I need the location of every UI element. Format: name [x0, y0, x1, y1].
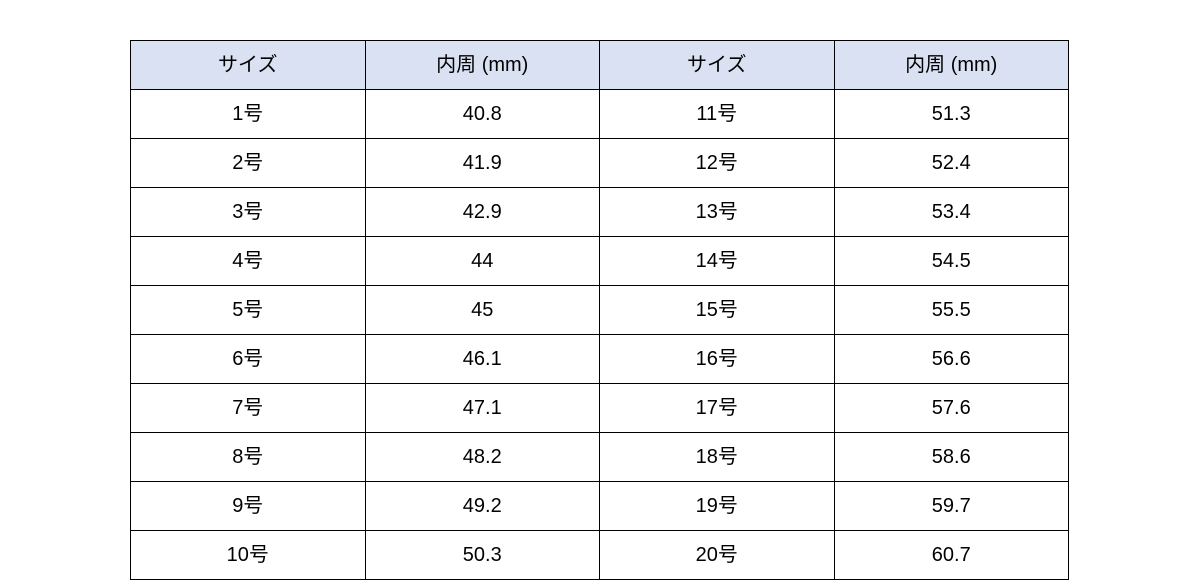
cell: 10号: [131, 531, 366, 580]
table-container: サイズ 内周 (mm) サイズ 内周 (mm) 1号 40.8 11号 51.3…: [0, 0, 1199, 580]
cell: 42.9: [365, 188, 600, 237]
cell: 54.5: [834, 237, 1069, 286]
table-row: 5号 45 15号 55.5: [131, 286, 1069, 335]
cell: 6号: [131, 335, 366, 384]
cell: 16号: [600, 335, 835, 384]
cell: 50.3: [365, 531, 600, 580]
cell: 4号: [131, 237, 366, 286]
cell: 7号: [131, 384, 366, 433]
cell: 9号: [131, 482, 366, 531]
cell: 59.7: [834, 482, 1069, 531]
cell: 13号: [600, 188, 835, 237]
table-row: 8号 48.2 18号 58.6: [131, 433, 1069, 482]
col-header-size-2: サイズ: [600, 41, 835, 90]
cell: 60.7: [834, 531, 1069, 580]
cell: 46.1: [365, 335, 600, 384]
table-row: 7号 47.1 17号 57.6: [131, 384, 1069, 433]
cell: 51.3: [834, 90, 1069, 139]
cell: 58.6: [834, 433, 1069, 482]
table-row: 2号 41.9 12号 52.4: [131, 139, 1069, 188]
cell: 8号: [131, 433, 366, 482]
col-header-inner-2: 内周 (mm): [834, 41, 1069, 90]
cell: 1号: [131, 90, 366, 139]
cell: 53.4: [834, 188, 1069, 237]
cell: 56.6: [834, 335, 1069, 384]
table-row: 1号 40.8 11号 51.3: [131, 90, 1069, 139]
cell: 2号: [131, 139, 366, 188]
cell: 14号: [600, 237, 835, 286]
cell: 5号: [131, 286, 366, 335]
cell: 3号: [131, 188, 366, 237]
table-row: 10号 50.3 20号 60.7: [131, 531, 1069, 580]
cell: 44: [365, 237, 600, 286]
table-row: 4号 44 14号 54.5: [131, 237, 1069, 286]
cell: 49.2: [365, 482, 600, 531]
cell: 20号: [600, 531, 835, 580]
cell: 11号: [600, 90, 835, 139]
table-row: 6号 46.1 16号 56.6: [131, 335, 1069, 384]
col-header-inner-1: 内周 (mm): [365, 41, 600, 90]
cell: 47.1: [365, 384, 600, 433]
cell: 18号: [600, 433, 835, 482]
cell: 12号: [600, 139, 835, 188]
cell: 17号: [600, 384, 835, 433]
table-header-row: サイズ 内周 (mm) サイズ 内周 (mm): [131, 41, 1069, 90]
cell: 48.2: [365, 433, 600, 482]
cell: 55.5: [834, 286, 1069, 335]
table-row: 3号 42.9 13号 53.4: [131, 188, 1069, 237]
size-table: サイズ 内周 (mm) サイズ 内周 (mm) 1号 40.8 11号 51.3…: [130, 40, 1069, 580]
cell: 41.9: [365, 139, 600, 188]
cell: 40.8: [365, 90, 600, 139]
cell: 57.6: [834, 384, 1069, 433]
col-header-size-1: サイズ: [131, 41, 366, 90]
table-row: 9号 49.2 19号 59.7: [131, 482, 1069, 531]
cell: 19号: [600, 482, 835, 531]
cell: 52.4: [834, 139, 1069, 188]
cell: 15号: [600, 286, 835, 335]
cell: 45: [365, 286, 600, 335]
